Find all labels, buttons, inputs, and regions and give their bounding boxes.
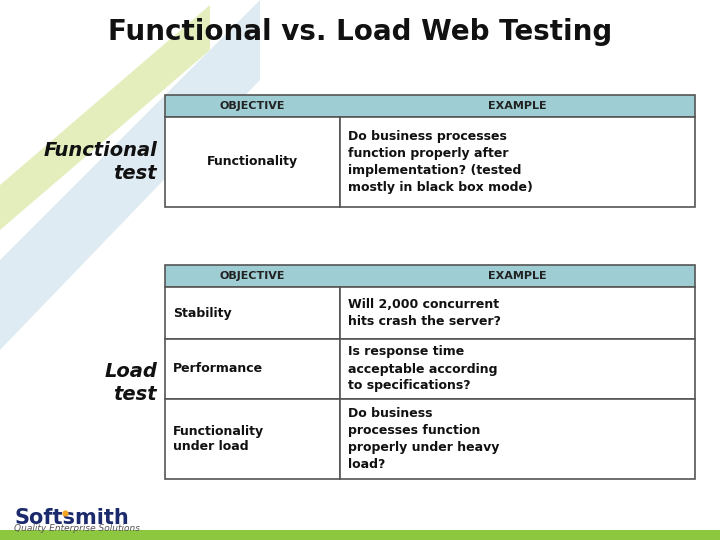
Bar bbox=[0, 530, 720, 540]
Bar bbox=[165, 339, 340, 399]
Bar bbox=[165, 265, 695, 287]
Polygon shape bbox=[0, 0, 260, 350]
Text: Functionality
under load: Functionality under load bbox=[173, 424, 264, 454]
Polygon shape bbox=[0, 5, 210, 230]
Bar bbox=[340, 399, 695, 479]
Text: OBJECTIVE: OBJECTIVE bbox=[220, 101, 285, 111]
Bar bbox=[165, 399, 340, 479]
Bar bbox=[340, 117, 695, 207]
Text: Load
test: Load test bbox=[104, 362, 157, 404]
Text: Functionality: Functionality bbox=[207, 156, 298, 168]
Text: EXAMPLE: EXAMPLE bbox=[488, 271, 546, 281]
Text: Do business processes
function properly after
implementation? (tested
mostly in : Do business processes function properly … bbox=[348, 130, 533, 194]
Text: Softsmith: Softsmith bbox=[14, 508, 129, 528]
Text: Is response time
acceptable according
to specifications?: Is response time acceptable according to… bbox=[348, 346, 498, 393]
Bar bbox=[165, 117, 340, 207]
Text: EXAMPLE: EXAMPLE bbox=[488, 101, 546, 111]
Text: Functional
test: Functional test bbox=[43, 141, 157, 183]
Text: OBJECTIVE: OBJECTIVE bbox=[220, 271, 285, 281]
Text: Functional vs. Load Web Testing: Functional vs. Load Web Testing bbox=[108, 18, 612, 46]
Bar bbox=[340, 287, 695, 339]
Text: Quality Enterprise Solutions: Quality Enterprise Solutions bbox=[14, 524, 140, 533]
Bar bbox=[340, 339, 695, 399]
Text: Stability: Stability bbox=[173, 307, 232, 320]
Text: Do business
processes function
properly under heavy
load?: Do business processes function properly … bbox=[348, 407, 500, 471]
Bar bbox=[165, 287, 340, 339]
Bar bbox=[165, 95, 695, 117]
Text: Will 2,000 concurrent
hits crash the server?: Will 2,000 concurrent hits crash the ser… bbox=[348, 298, 501, 328]
Text: Performance: Performance bbox=[173, 362, 263, 375]
